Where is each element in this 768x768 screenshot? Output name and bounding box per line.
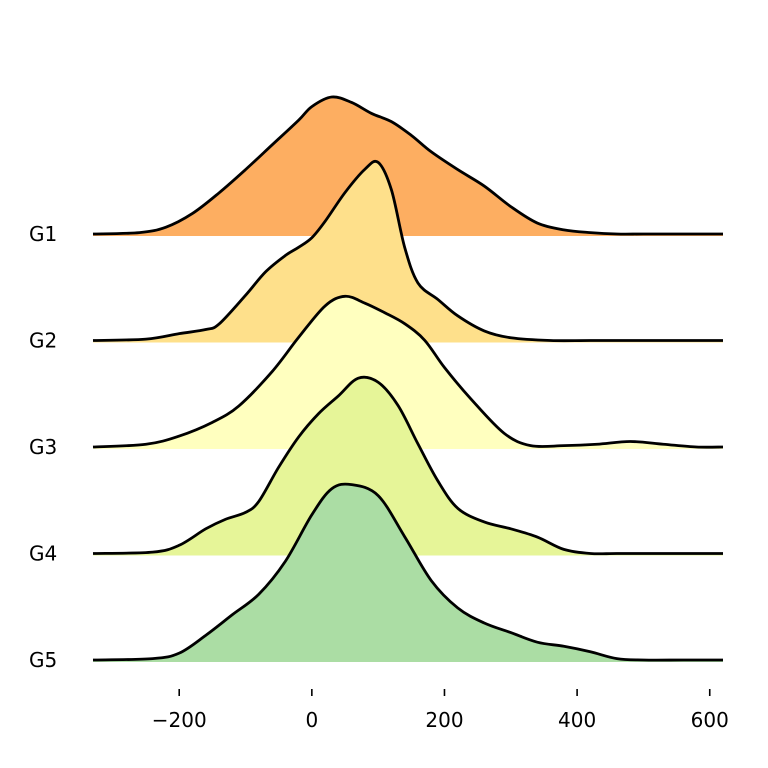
group-label-g4: G4 [29, 542, 57, 566]
ridge-g2 [92, 159, 723, 343]
ridge-g4 [92, 375, 724, 556]
ridges [92, 95, 724, 662]
group-label-g1: G1 [29, 222, 57, 246]
ridge-g1 [92, 95, 723, 236]
ridge-g5 [92, 482, 723, 662]
x-tick-label: 0 [305, 708, 318, 732]
ridge-line-g3 [92, 294, 724, 449]
ridge-fill-g3 [93, 296, 723, 449]
ridge-fill-g5 [93, 484, 723, 662]
ridge-fill-g2 [93, 161, 723, 343]
x-tick-label: 600 [691, 708, 729, 732]
ridge-line-g2 [92, 159, 723, 343]
x-tick-label: 200 [425, 708, 463, 732]
ridge-line-g5 [92, 482, 723, 662]
ridge-g3 [92, 294, 724, 449]
x-axis: −200 0 200 400 600 [152, 689, 729, 732]
ridge-line-g4 [92, 375, 724, 556]
group-labels: G1 G2 G3 G4 G5 [29, 222, 57, 672]
group-label-g3: G3 [29, 435, 57, 459]
x-tick-label: −200 [152, 708, 207, 732]
ridge-fill-g1 [93, 96, 723, 236]
group-label-g2: G2 [29, 329, 57, 353]
x-tick-label: 400 [558, 708, 596, 732]
ridge-line-g1 [92, 95, 723, 236]
group-label-g5: G5 [29, 648, 57, 672]
